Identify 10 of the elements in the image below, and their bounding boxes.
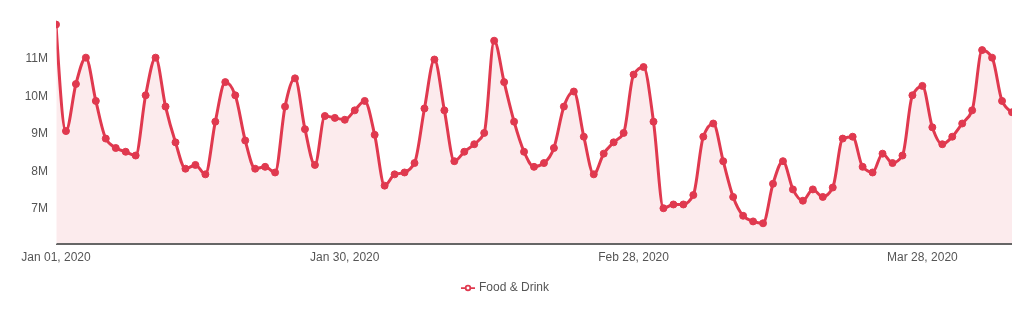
x-tick-label: Jan 30, 2020	[310, 249, 380, 264]
x-tick-label: Feb 28, 2020	[598, 249, 670, 264]
legend-label: Food & Drink	[478, 280, 550, 294]
y-tick-label: 11M	[25, 50, 48, 65]
y-tick-label: 8M	[31, 163, 48, 178]
y-tick-label: 10M	[24, 88, 48, 103]
x-tick-label: Mar 28, 2020	[887, 249, 959, 264]
y-tick-label: 9M	[31, 126, 48, 141]
y-tick-label: 7M	[31, 201, 48, 216]
x-tick-label: Jan 01, 2020	[21, 249, 92, 264]
